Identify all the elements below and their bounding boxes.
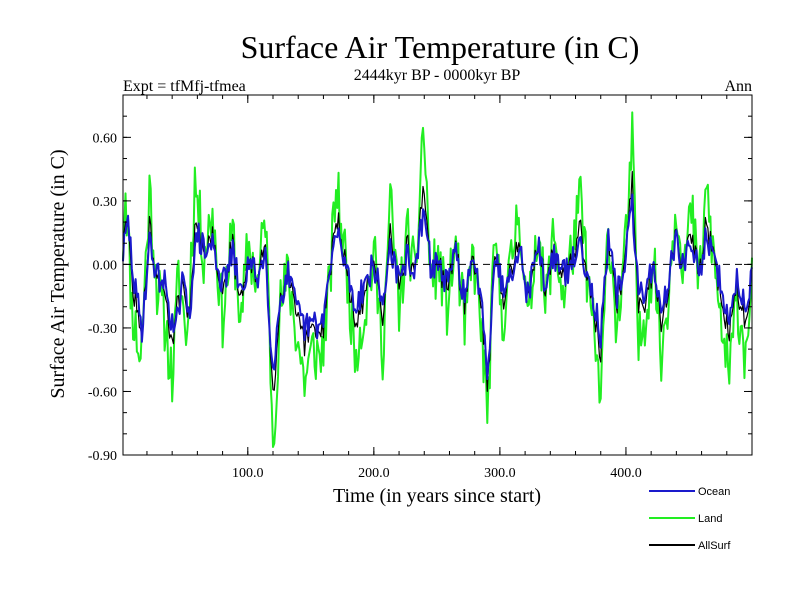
legend: Ocean Land AllSurf: [649, 486, 731, 552]
chart-title: Surface Air Temperature (in C): [241, 29, 640, 65]
x-tick-label: 300.0: [484, 466, 516, 481]
series-layer: [122, 111, 753, 448]
subtitle-center: 2444kyr BP - 0000kyr BP: [354, 67, 521, 84]
series-line-land: [122, 111, 753, 448]
x-axis-label: Time (in years since start): [333, 485, 541, 507]
legend-label-ocean: Ocean: [698, 486, 730, 498]
subtitle-right: Ann: [724, 78, 752, 95]
y-tick-label: -0.30: [88, 322, 117, 337]
x-tick-label: 200.0: [358, 466, 390, 481]
series-line-ocean: [122, 193, 753, 381]
y-tick-label: -0.60: [88, 385, 117, 400]
x-tick-label: 100.0: [232, 466, 264, 481]
legend-label-land: Land: [698, 513, 722, 525]
ticks-layer: -0.90 -0.60 -0.30 0.00 0.30 0.60 100.0 200.0 300…: [88, 94, 752, 481]
y-tick-label: 0.60: [93, 131, 118, 146]
legend-label-allsurf: AllSurf: [698, 540, 731, 552]
plot-frame: [122, 94, 753, 456]
subtitle-left: Expt = tfMfj-tfmea: [123, 78, 246, 95]
y-tick-label: -0.90: [88, 449, 117, 464]
y-tick-label: 0.30: [93, 195, 118, 210]
x-tick-label: 400.0: [610, 466, 642, 481]
y-axis-label: Surface Air Temperature (in C): [47, 149, 69, 398]
y-tick-label: 0.00: [93, 258, 118, 273]
